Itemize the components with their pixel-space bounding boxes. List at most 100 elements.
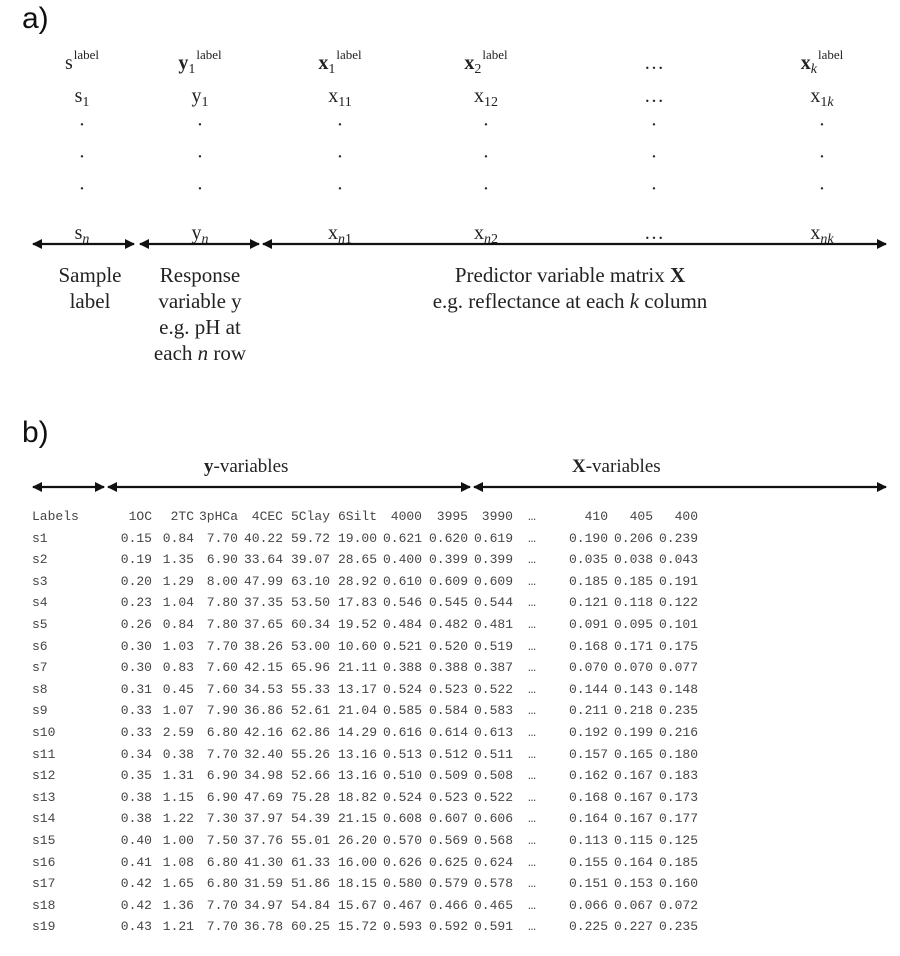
value-cell: 0.125: [658, 832, 698, 848]
value-cell: 0.585: [382, 703, 422, 719]
value-cell: 0.167: [613, 768, 653, 784]
value-cell: 0.580: [382, 876, 422, 892]
value-cell: 1.21: [162, 919, 194, 935]
ellipsis-cell: …: [528, 876, 536, 892]
value-cell: 6.80: [206, 854, 238, 870]
value-cell: 63.10: [290, 573, 330, 589]
value-cell: 16.00: [337, 854, 377, 870]
value-cell: 7.70: [206, 530, 238, 546]
ellipsis-cell: …: [528, 552, 536, 568]
row-label-cell: Labels: [32, 509, 79, 524]
value-cell: 19.52: [337, 616, 377, 632]
value-cell: 0.467: [382, 897, 422, 913]
value-cell: 7.80: [206, 595, 238, 611]
value-cell: 0.544: [473, 595, 513, 611]
value-cell: 36.78: [243, 919, 283, 935]
ellipsis-cell: …: [528, 638, 536, 654]
value-cell: 0.067: [613, 897, 653, 913]
ellipsis-cell: …: [528, 854, 536, 870]
value-cell: 0.122: [658, 595, 698, 611]
value-cell: 59.72: [290, 530, 330, 546]
value-cell: 0.185: [613, 573, 653, 589]
value-cell: 55.01: [290, 832, 330, 848]
value-cell: 10.60: [337, 638, 377, 654]
value-cell: 4000: [390, 509, 422, 524]
value-cell: 4CEC: [251, 509, 283, 524]
value-cell: 7.70: [206, 919, 238, 935]
value-cell: 0.148: [658, 681, 698, 697]
row-label-cell: s9: [32, 703, 48, 719]
ellipsis-cell: …: [528, 660, 536, 676]
value-cell: 0.388: [428, 660, 468, 676]
row-label-cell: s11: [32, 746, 56, 762]
value-cell: 0.42: [120, 897, 152, 913]
value-cell: 0.400: [382, 552, 422, 568]
value-cell: 0.192: [568, 724, 608, 740]
value-cell: 0.191: [658, 573, 698, 589]
value-cell: 41.30: [243, 854, 283, 870]
value-cell: 1.36: [162, 897, 194, 913]
value-cell: 0.570: [382, 832, 422, 848]
vertical-dot: ·: [78, 178, 86, 200]
value-cell: 0.31: [120, 681, 152, 697]
ellipsis-header: …: [644, 52, 664, 74]
value-cell: 0.520: [428, 638, 468, 654]
value-cell: 0.091: [568, 616, 608, 632]
row-label-cell: s12: [32, 768, 56, 784]
value-cell: 0.066: [568, 897, 608, 913]
value-cell: 18.82: [337, 789, 377, 805]
value-cell: 0.038: [613, 552, 653, 568]
vertical-dot: ·: [482, 114, 490, 136]
value-cell: 1.03: [162, 638, 194, 654]
value-cell: 0.609: [428, 573, 468, 589]
value-cell: 34.53: [243, 681, 283, 697]
predictor-description: Predictor variable matrix X e.g. reflect…: [432, 263, 708, 313]
ellipsis-cell: …: [528, 789, 536, 805]
column-header: y1label: [178, 47, 222, 77]
value-cell: 0.621: [382, 530, 422, 546]
matrix-column-dots: …… · · ·…: [594, 30, 714, 244]
value-cell: 0.593: [382, 919, 422, 935]
value-cell: 0.171: [613, 638, 653, 654]
first-row-cell: x1k: [810, 85, 834, 110]
value-cell: 0.30: [120, 660, 152, 676]
value-cell: 0.84: [162, 616, 194, 632]
value-cell: 0.591: [473, 919, 513, 935]
value-cell: 0.20: [120, 573, 152, 589]
value-cell: 51.86: [290, 876, 330, 892]
vertical-dot: ·: [818, 146, 826, 168]
row-label-cell: s4: [32, 595, 48, 611]
value-cell: 0.183: [658, 768, 698, 784]
value-cell: 0.155: [568, 854, 608, 870]
value-cell: 1.29: [162, 573, 194, 589]
value-cell: 0.399: [473, 552, 513, 568]
ellipsis-cell: …: [528, 681, 536, 697]
value-cell: 0.592: [428, 919, 468, 935]
row-label-cell: s18: [32, 897, 56, 913]
value-cell: 54.84: [290, 897, 330, 913]
panel-b-label: b): [22, 416, 49, 449]
value-cell: 21.04: [337, 703, 377, 719]
value-cell: 0.35: [120, 768, 152, 784]
vertical-dot: ·: [336, 114, 344, 136]
ellipsis-cell: …: [528, 768, 536, 784]
matrix-column-y1: y1label y1 · · · yn: [140, 30, 260, 247]
matrix-column-xk: xklabel x1k · · · xnk: [762, 30, 882, 247]
sample-label-description: Sample label: [58, 263, 122, 313]
value-cell: 53.50: [290, 595, 330, 611]
value-cell: 7.60: [206, 681, 238, 697]
value-cell: 0.072: [658, 897, 698, 913]
value-cell: 1OC: [128, 509, 152, 524]
value-cell: 0.30: [120, 638, 152, 654]
ellipsis-cell: …: [528, 530, 536, 546]
value-cell: 7.70: [206, 897, 238, 913]
matrix-column-s: slabel s1 · · · sn: [22, 30, 142, 247]
value-cell: 1.22: [162, 811, 194, 827]
value-cell: 65.96: [290, 660, 330, 676]
column-header: xklabel: [800, 47, 844, 77]
value-cell: 28.92: [337, 573, 377, 589]
value-cell: 0.579: [428, 876, 468, 892]
value-cell: 7.60: [206, 660, 238, 676]
value-cell: 0.168: [568, 789, 608, 805]
value-cell: 0.227: [613, 919, 653, 935]
